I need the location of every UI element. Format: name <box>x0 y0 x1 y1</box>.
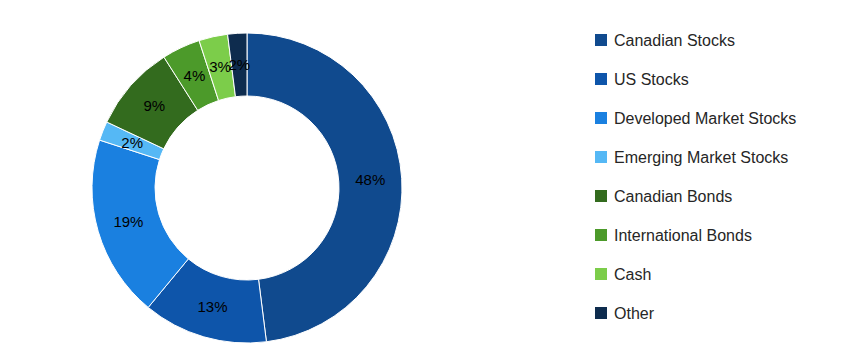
chart-container: 48%13%19%2%9%4%3%2%Canadian StocksUS Sto… <box>0 0 849 362</box>
data-label: 2% <box>121 134 143 151</box>
data-labels: 48%13%19%2%9%4%3%2% <box>113 56 385 315</box>
legend-label: Emerging Market Stocks <box>614 149 788 166</box>
legend-swatch <box>595 307 607 319</box>
legend-label: Canadian Bonds <box>614 188 732 205</box>
legend-label: Developed Market Stocks <box>614 110 796 127</box>
legend-label: Canadian Stocks <box>614 32 735 49</box>
data-label: 19% <box>113 213 143 230</box>
data-label: 13% <box>198 298 228 315</box>
legend-label: Other <box>614 305 655 322</box>
data-label: 2% <box>228 56 250 73</box>
legend-swatch <box>595 34 607 46</box>
slices <box>92 33 402 343</box>
donut-slice <box>247 33 402 342</box>
legend-swatch <box>595 151 607 163</box>
legend-label: International Bonds <box>614 227 752 244</box>
data-label: 9% <box>144 97 166 114</box>
legend-swatch <box>595 268 607 280</box>
legend-label: Cash <box>614 266 651 283</box>
donut-chart: 48%13%19%2%9%4%3%2%Canadian StocksUS Sto… <box>0 0 849 362</box>
legend-swatch <box>595 73 607 85</box>
legend-swatch <box>595 229 607 241</box>
legend: Canadian Stocks US Stocks Developed Market… <box>595 32 796 322</box>
legend-swatch <box>595 190 607 202</box>
legend-label: US Stocks <box>614 71 689 88</box>
legend-swatch <box>595 112 607 124</box>
data-label: 4% <box>184 67 206 84</box>
data-label: 48% <box>355 171 385 188</box>
donut-slice <box>92 140 188 307</box>
